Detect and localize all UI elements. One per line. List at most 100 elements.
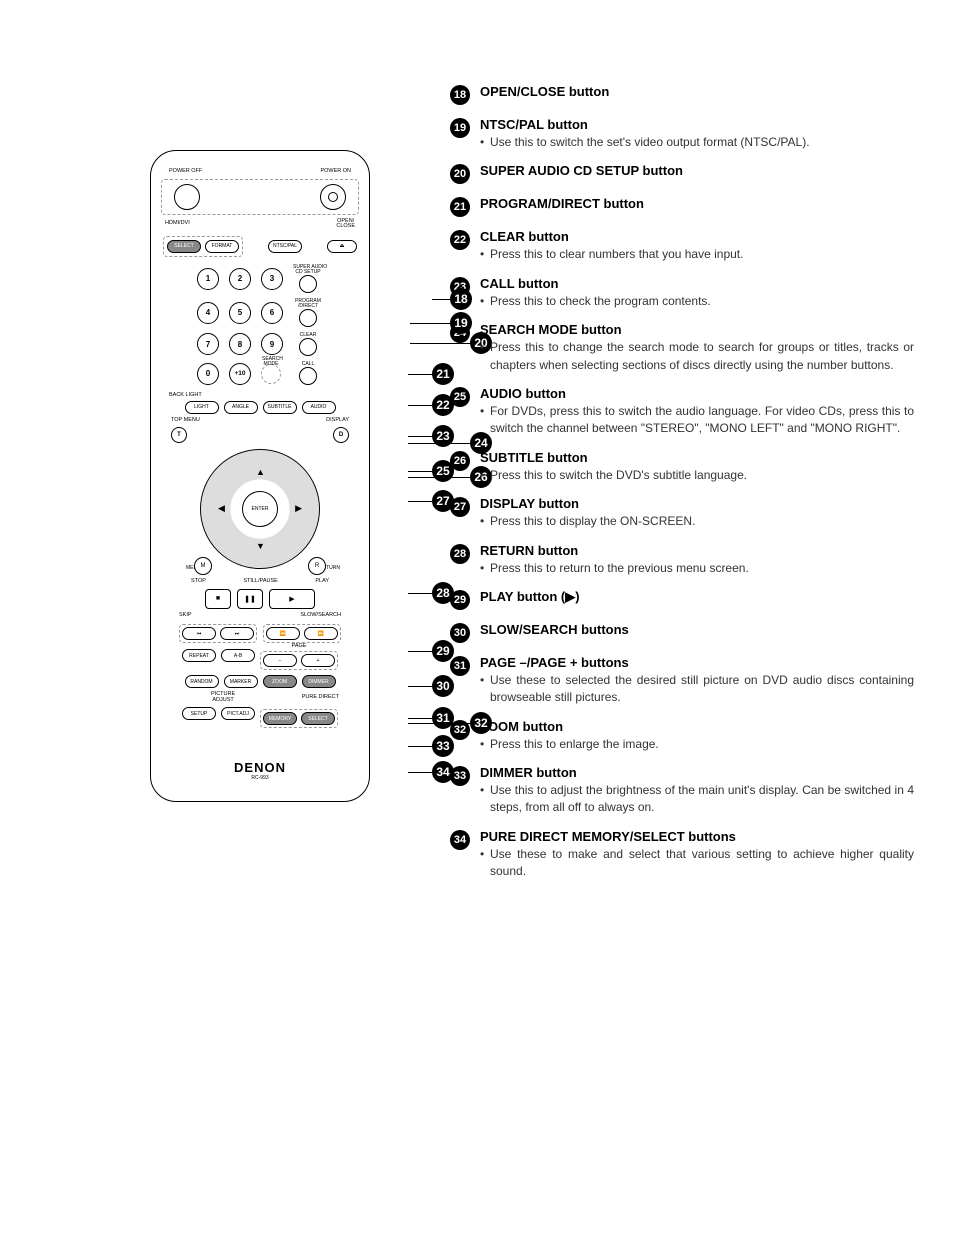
down-arrow-icon: ▼ [256,541,265,551]
item-desc: Press this to clear numbers that you hav… [480,246,914,263]
item-22: 22 CLEAR button Press this to clear number… [450,229,914,263]
item-title: PAGE –/PAGE + buttons [480,655,914,670]
item-body: CLEAR button Press this to clear numbers … [480,229,914,263]
callout-line [408,436,432,437]
item-32: 32ZOOM buttonPress this to enlarge the i… [450,719,914,753]
page-plus-button: + [301,654,335,667]
light-button: LIGHT [185,401,219,414]
item-body: AUDIO button For DVDs, press this to swit… [480,386,914,438]
pause-button: ❚❚ [237,589,263,609]
item-title: NTSC/PAL button [480,117,914,132]
item-title: DISPLAY button [480,496,914,511]
search-fwd-button: ⏩ [304,627,338,640]
num-6: 6 [261,302,283,324]
left-arrow-icon: ◀ [218,503,225,514]
callout-line [408,501,432,502]
item-title: AUDIO button [480,386,914,401]
callout-line [408,405,432,406]
num-plus10: +10 [229,363,251,385]
item-body: CALL buttonPress this to check the progr… [480,276,914,310]
ab-button: A-B [221,649,255,662]
open-close-label: OPEN/ CLOSE [336,219,355,230]
number-pad: 1 2 3 SUPER AUDIO CD SETUP 4 5 6 PROGRAM… [161,265,359,386]
item-desc: Press this to display the ON-SCREEN. [480,513,914,530]
item-body: SEARCH MODE buttonPress this to change t… [480,322,914,374]
zoom-button: ZOOM [263,675,297,688]
item-body: PLAY button (▶) [480,589,914,607]
select-button: SELECT [167,240,201,253]
item-21: 21 PROGRAM/DIRECT button [450,196,914,217]
item-23: 23CALL buttonPress this to check the pro… [450,276,914,310]
item-29: 29PLAY button (▶) [450,589,914,610]
item-number: 34 [450,830,470,850]
num-0: 0 [197,363,219,385]
callout-18: 18 [450,288,472,310]
item-title: RETURN button [480,543,914,558]
callout-line [408,772,432,773]
callout-line [408,443,470,444]
callout-21: 21 [432,363,454,385]
marker-button: MARKER [224,675,258,688]
item-31: 31PAGE –/PAGE + buttonsUse these to sele… [450,655,914,707]
callout-25: 25 [432,460,454,482]
item-body: ZOOM buttonPress this to enlarge the ima… [480,719,914,753]
item-24: 24SEARCH MODE buttonPress this to change… [450,322,914,374]
angle-button: ANGLE [224,401,258,414]
item-title: CLEAR button [480,229,914,244]
num-8: 8 [229,333,251,355]
callout-line [410,323,450,324]
item-number: 22 [450,230,470,250]
item-18: 18OPEN/CLOSE button [450,84,914,105]
callout-line [408,686,432,687]
sacd-button [299,275,317,293]
item-body: RETURN buttonPress this to return to the… [480,543,914,577]
callout-32: 32 [470,712,492,734]
item-desc: For DVDs, press this to switch the audio… [480,403,914,438]
power-on-button [320,184,346,210]
callout-line [432,299,450,300]
item-33: 33DIMMER buttonUse this to adjust the br… [450,765,914,817]
subtitle-button: SUBTITLE [263,401,297,414]
repeat-button: REPEAT [182,649,216,662]
search-rev-button: ⏪ [266,627,300,640]
right-arrow-icon: ▶ [295,503,302,514]
menu-button: M [194,557,212,575]
pd-select-button: SELECT [301,712,335,725]
item-body: DISPLAY button Press this to display the … [480,496,914,530]
item-desc: Press this to enlarge the image. [480,736,914,753]
up-arrow-icon: ▲ [256,467,265,477]
item-28: 28 RETURN buttonPress this to return to t… [450,543,914,577]
num-5: 5 [229,302,251,324]
item-title: SUPER AUDIO CD SETUP button [480,163,914,178]
skip-next-button: ⏭ [220,627,254,640]
enter-button: ENTER [242,491,278,527]
item-body: PROGRAM/DIRECT button [480,196,914,213]
item-number: 31 [450,656,470,676]
item-number: 28 [450,544,470,564]
item-title: OPEN/CLOSE button [480,84,914,99]
item-number: 20 [450,164,470,184]
num-2: 2 [229,268,251,290]
open-close-button: ⏏ [327,240,357,253]
callout-29: 29 [432,640,454,662]
callout-19: 19 [450,312,472,334]
callout-line [408,651,432,652]
item-desc: Press this to check the program contents… [480,293,914,310]
callout-line [408,593,432,594]
item-title: PURE DIRECT MEMORY/SELECT buttons [480,829,914,844]
dimmer-button: DIMMER [302,675,336,688]
brand-model: RC-993 [161,775,359,781]
brand-name: DENON [161,760,359,775]
item-title: PROGRAM/DIRECT button [480,196,914,211]
callout-line [408,718,432,719]
callout-33: 33 [432,735,454,757]
callout-line [408,746,432,747]
num-4: 4 [197,302,219,324]
clear-button [299,338,317,356]
ntsc-pal-button: NTSC/PAL [268,240,302,253]
skip-prev-button: ⏮ [182,627,216,640]
page-minus-button: − [263,654,297,667]
item-number: 21 [450,197,470,217]
power-group [161,179,359,215]
call-button [299,367,317,385]
